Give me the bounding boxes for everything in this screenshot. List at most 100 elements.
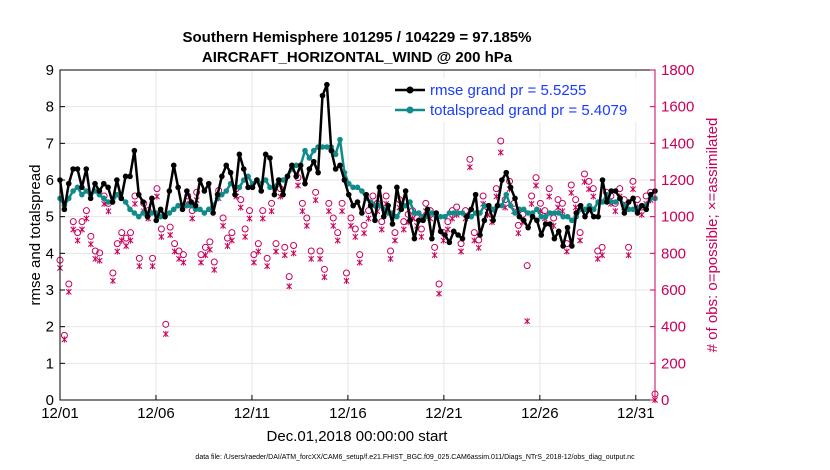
obs-possible-point [171, 240, 179, 248]
rmse-point [249, 184, 256, 191]
rmse-point [258, 188, 265, 194]
rmse-point [184, 188, 190, 194]
y-tick-label-left: 9 [46, 62, 54, 79]
obs-possible-point [153, 185, 161, 193]
obs-assimilated-point [563, 248, 570, 255]
rmse-point [275, 177, 282, 183]
obs-possible-point [96, 249, 104, 257]
rmse-point [481, 217, 488, 224]
rmse-point [407, 217, 413, 224]
spread-point [359, 188, 365, 194]
rmse-point [345, 191, 352, 198]
rmse-point [302, 180, 308, 187]
obs-possible-point [580, 170, 588, 178]
obs-assimilated-point [176, 255, 182, 262]
rmse-point [354, 199, 361, 205]
spread-point [490, 206, 496, 213]
spread-point [280, 177, 286, 183]
obs-possible-point [545, 185, 553, 193]
obs-possible-point [312, 188, 320, 196]
obs-assimilated-point [599, 252, 606, 259]
spread-point [468, 213, 475, 220]
spread-point [166, 210, 173, 216]
x-tick-label: 12/26 [521, 405, 559, 422]
rmse-point [232, 191, 238, 198]
spread-point [262, 177, 269, 183]
rmse-point [599, 177, 606, 183]
rmse-point [455, 232, 461, 238]
obs-assimilated-point [220, 222, 227, 229]
obs-assimilated-point [568, 189, 575, 196]
spread-point [100, 195, 107, 202]
obs-possible-point [149, 254, 157, 262]
obs-assimilated-point [268, 208, 275, 215]
rmse-point [96, 188, 103, 194]
rmse-point [586, 206, 593, 213]
rmse-point [385, 202, 391, 209]
obs-possible-point [444, 218, 452, 226]
obs-assimilated-point [440, 237, 447, 244]
obs-possible-point [285, 273, 293, 281]
rmse-point [254, 177, 260, 183]
obs-assimilated-point [162, 330, 169, 338]
obs-possible-point [576, 229, 584, 237]
spread-point [205, 206, 212, 213]
spread-point [547, 210, 553, 216]
y-tick-label-right: 0 [661, 392, 669, 409]
obs-possible-point [572, 196, 580, 204]
spread-point [538, 213, 545, 220]
obs-assimilated-point [180, 259, 187, 266]
rmse-point [197, 177, 203, 183]
obs-possible-point [400, 218, 408, 226]
rmse-point [604, 199, 610, 205]
obs-possible-point [567, 181, 575, 189]
spread-point [175, 202, 181, 209]
rmse-point [464, 213, 470, 220]
obs-possible-point [197, 251, 205, 259]
obs-assimilated-point [136, 263, 143, 270]
y-tick-label-left: 1 [46, 355, 54, 372]
rmse-point [630, 195, 636, 202]
obs-possible-point [223, 234, 231, 242]
spread-point [450, 210, 457, 216]
obs-possible-point [387, 247, 395, 255]
obs-possible-point [210, 258, 218, 266]
y-tick-label-left: 4 [46, 245, 54, 262]
rmse-point [639, 202, 645, 209]
obs-possible-point [391, 229, 399, 237]
rmse-point [227, 169, 234, 176]
obs-possible-point [351, 225, 359, 233]
obs-assimilated-point [497, 149, 504, 156]
rmse-point [621, 210, 628, 216]
rmse-point [647, 191, 654, 198]
rmse-point [485, 202, 492, 209]
obs-assimilated-point [436, 290, 442, 297]
rmse-point [420, 217, 426, 224]
spread-point [319, 144, 326, 150]
spread-point [105, 199, 111, 205]
obs-possible-point [272, 240, 280, 248]
obs-possible-point [514, 221, 522, 229]
spread-point [337, 136, 343, 143]
rmse-point [542, 221, 549, 227]
rmse-point [201, 188, 208, 194]
y-tick-label-right: 1400 [661, 135, 694, 152]
obs-assimilated-point [198, 259, 204, 266]
obs-assimilated-point [105, 208, 112, 215]
obs-possible-point [268, 199, 276, 207]
obs-possible-point [528, 192, 536, 200]
spread-point [332, 151, 339, 158]
rmse-point [310, 158, 317, 165]
spread-point [446, 210, 453, 216]
obs-possible-point [320, 265, 328, 273]
x-tick-label: 12/06 [137, 405, 175, 422]
y-tick-label-right: 1600 [661, 99, 694, 116]
rmse-point [442, 232, 448, 238]
obs-assimilated-point [242, 233, 249, 240]
legend-marker-spread [406, 106, 414, 114]
y-tick-label-left: 2 [46, 319, 54, 336]
rmse-point [175, 184, 181, 191]
obs-possible-point [457, 240, 465, 248]
obs-possible-point [263, 254, 271, 262]
